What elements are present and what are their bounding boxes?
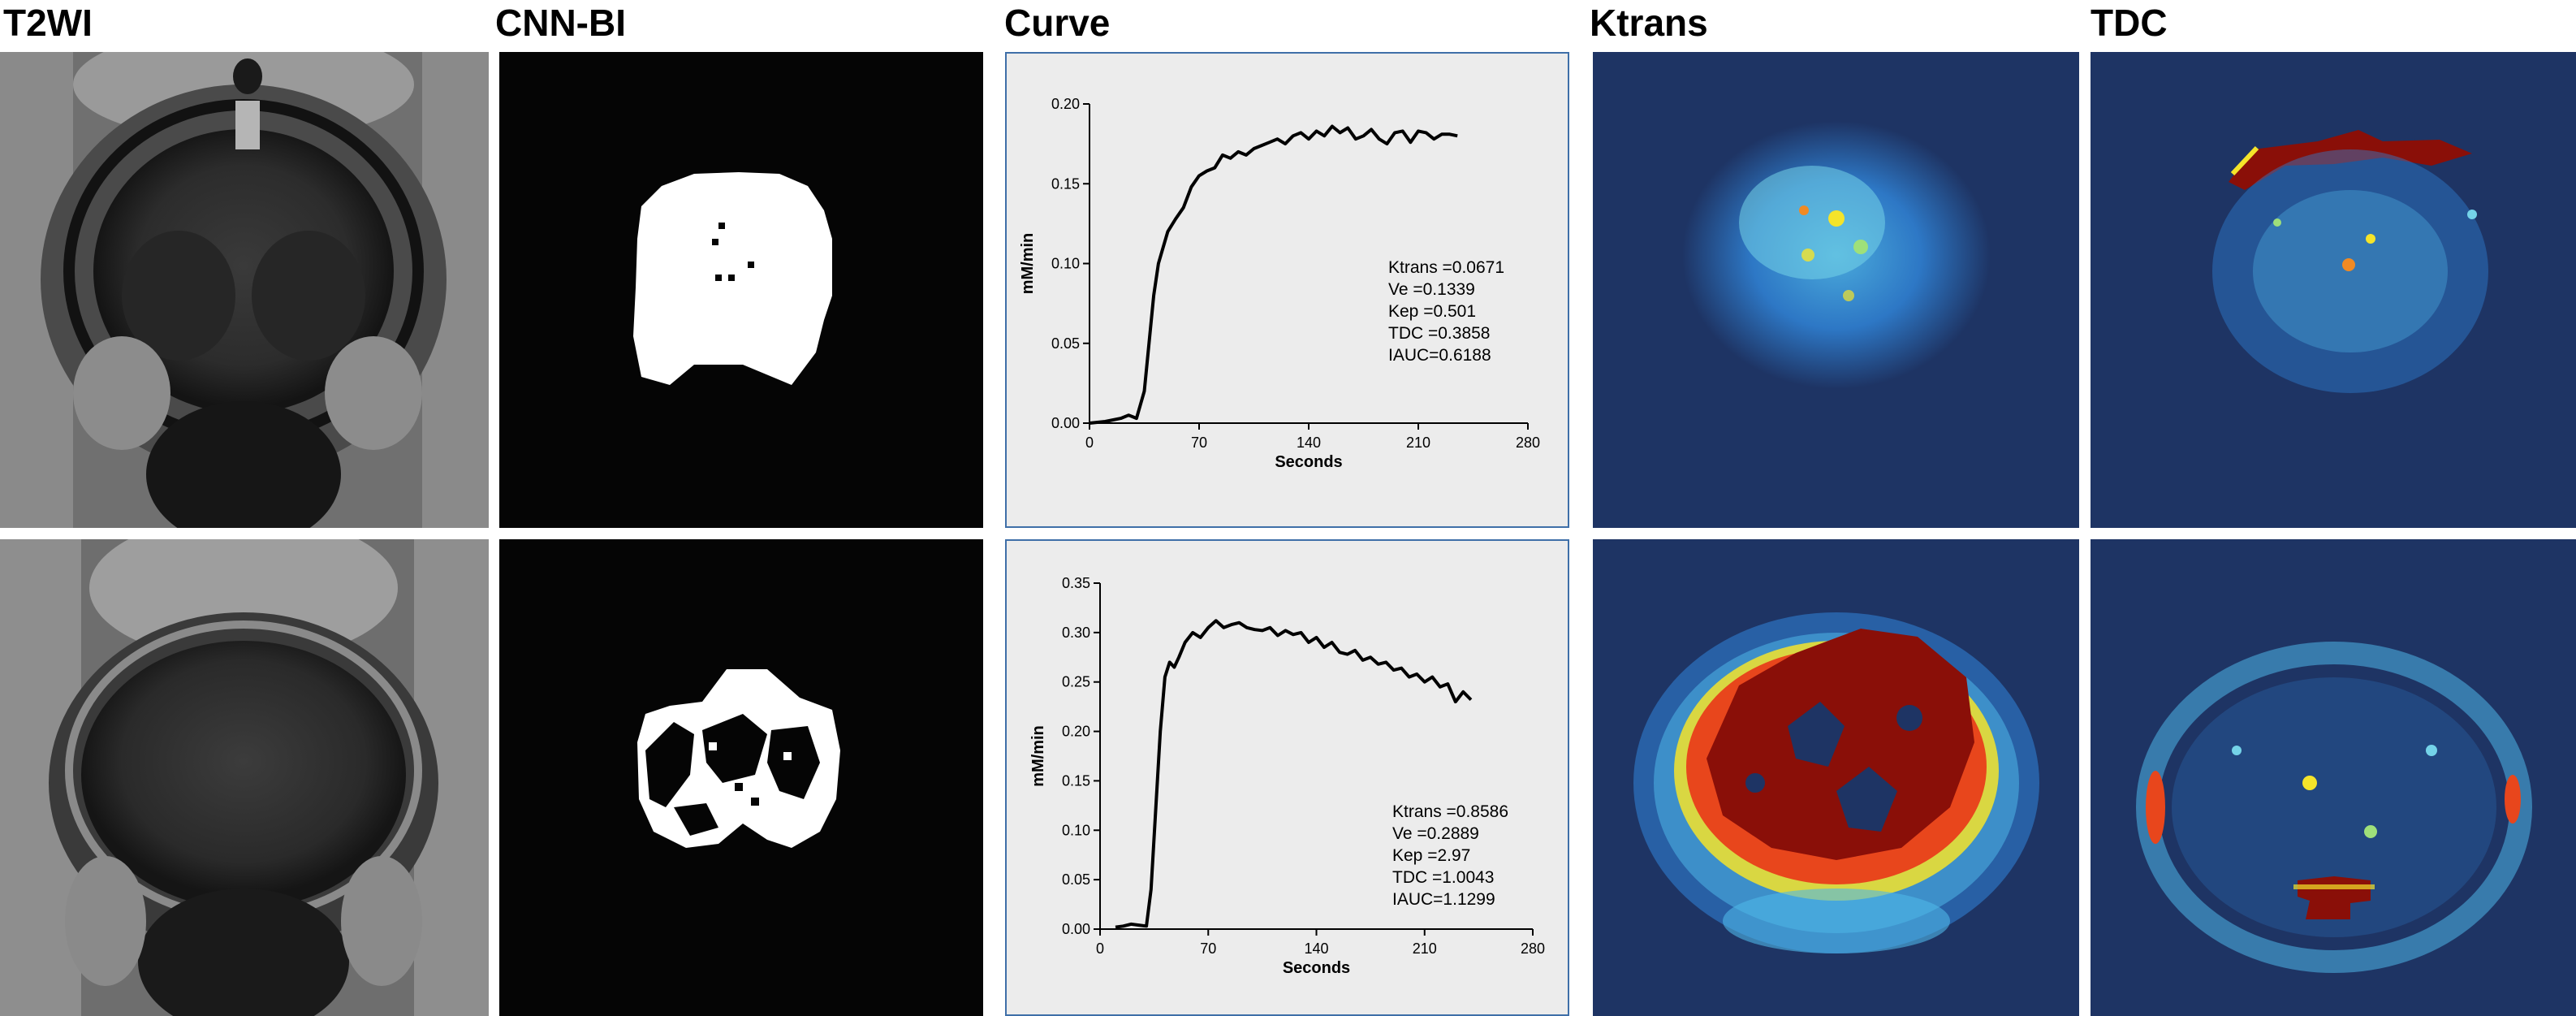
y-tick-label: 0.05 [1062, 871, 1090, 888]
y-axis-label: mM/min [1029, 725, 1047, 787]
parameter-annotation: IAUC=0.6188 [1388, 346, 1491, 365]
header-curve: Curve [1004, 2, 1111, 44]
x-tick-label: 0 [1085, 435, 1094, 451]
ktrans-map-1 [1593, 52, 2079, 528]
x-tick-label: 210 [1413, 940, 1437, 957]
parameter-annotation: Ve =0.2889 [1392, 824, 1479, 843]
curve-chart-1: 0 70 140 210 280 0.00 0.05 0.10 0.15 0.20 Seconds m… [1019, 96, 1540, 471]
curve-panel-2: 0 70 140 210 280 0.00 0.05 0.10 0.15 0.20 0.25 0.30… [1005, 539, 1569, 1016]
header-t2wi: T2WI [3, 2, 93, 44]
y-tick-label: 0.00 [1062, 921, 1090, 937]
tdc-map-1 [2091, 52, 2576, 528]
y-tick-label: 0.35 [1062, 575, 1090, 591]
y-tick-label: 0.25 [1062, 674, 1090, 690]
series-line-curve-2 [1115, 619, 1473, 929]
y-tick-label: 0.05 [1051, 335, 1080, 352]
t2wi-image-2 [0, 539, 489, 1016]
y-tick-label: 0.15 [1051, 175, 1080, 192]
cnn-bi-image-2 [499, 539, 983, 1016]
parameter-annotation: Ktrans =0.8586 [1392, 802, 1508, 821]
y-tick-label: 0.20 [1062, 724, 1090, 740]
tdc-map-2 [2091, 539, 2576, 1016]
parameter-annotation: Kep =0.501 [1388, 302, 1476, 321]
header-tdc: TDC [2091, 2, 2168, 44]
x-tick-label: 140 [1297, 435, 1321, 451]
x-axis-label: Seconds [1275, 453, 1342, 471]
x-tick-label: 70 [1191, 435, 1207, 451]
parameter-annotation: Ktrans =0.0671 [1388, 258, 1504, 277]
x-tick-label: 280 [1521, 940, 1545, 957]
t2wi-image-1 [0, 52, 489, 528]
y-tick-label: 0.10 [1062, 822, 1090, 838]
header-ktrans: Ktrans [1590, 2, 1708, 44]
header-cnn-bi: CNN-BI [495, 2, 626, 44]
series-line-curve-1 [1089, 124, 1458, 425]
cnn-bi-image-1 [499, 52, 983, 528]
x-tick-label: 140 [1304, 940, 1328, 957]
x-axis-label: Seconds [1283, 959, 1350, 977]
x-tick-label: 280 [1516, 435, 1540, 451]
y-tick-label: 0.30 [1062, 625, 1090, 641]
parameter-annotation: TDC =0.3858 [1388, 324, 1491, 343]
parameter-annotation: TDC =1.0043 [1392, 868, 1495, 887]
x-tick-label: 0 [1096, 940, 1104, 957]
x-tick-label: 70 [1200, 940, 1216, 957]
curve-panel-1: 0 70 140 210 280 0.00 0.05 0.10 0.15 0.20 Seconds m… [1005, 52, 1569, 528]
x-tick-label: 210 [1406, 435, 1430, 451]
y-tick-label: 0.10 [1051, 256, 1080, 272]
parameter-annotation: IAUC=1.1299 [1392, 890, 1495, 909]
y-tick-label: 0.15 [1062, 772, 1090, 789]
y-axis-label: mM/min [1019, 233, 1037, 295]
parameter-annotation: Ve =0.1339 [1388, 280, 1475, 299]
ktrans-map-2 [1593, 539, 2079, 1016]
y-tick-label: 0.20 [1051, 96, 1080, 112]
y-tick-label: 0.00 [1051, 415, 1080, 431]
curve-chart-2: 0 70 140 210 280 0.00 0.05 0.10 0.15 0.20 0.25 0.30… [1029, 575, 1545, 977]
parameter-annotation: Kep =2.97 [1392, 846, 1470, 865]
